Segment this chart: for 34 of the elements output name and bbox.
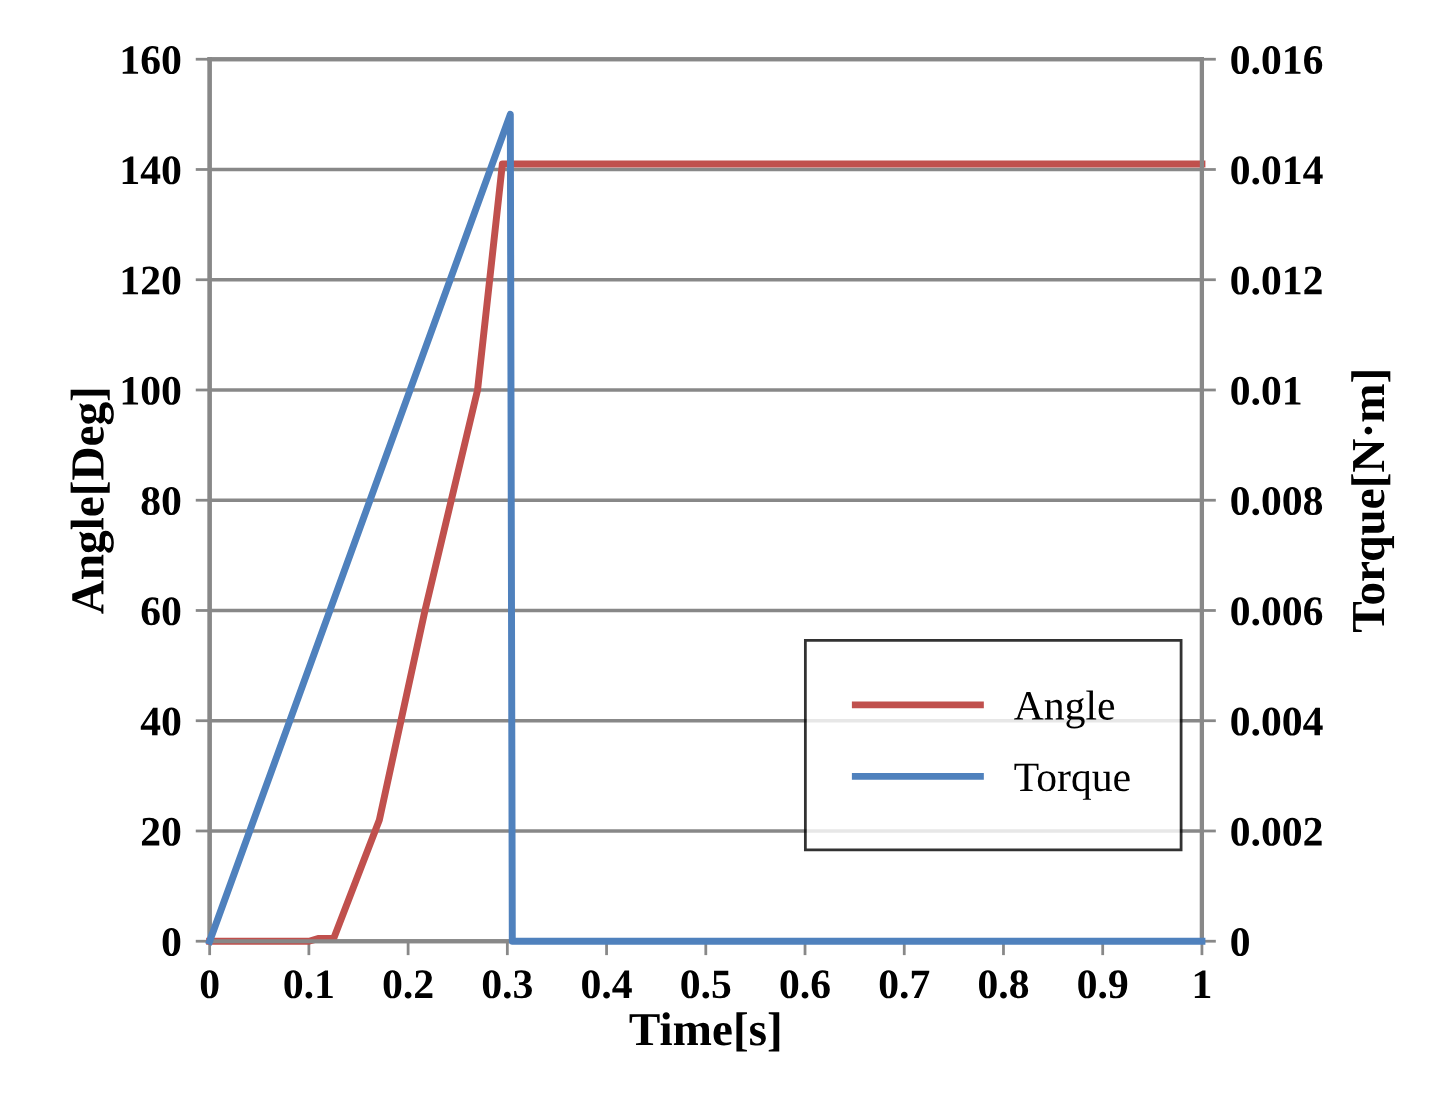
x-tick-label: 1 [1194, 970, 1211, 998]
y-tick-label: 0 [162, 927, 181, 957]
y-axis-title: Angle[Deg] [70, 389, 114, 614]
x-tick-label: 0.8 [979, 970, 1029, 999]
y-tick-label: 20 [141, 817, 181, 846]
x-tick-label: 0.7 [879, 970, 930, 999]
y-tick-label: 60 [141, 597, 181, 626]
x-tick-label: 0.1 [284, 970, 333, 999]
x-tick-label: 0.5 [681, 970, 731, 999]
y-tick-label: 40 [140, 707, 181, 736]
x-tick-label: 0.9 [1078, 970, 1128, 999]
x-tick-label: 0 [200, 970, 219, 999]
y2-tick-label: 0.006 [1231, 597, 1323, 626]
y2-tick-label: 0.008 [1231, 486, 1323, 516]
y-tick-label: 120 [122, 266, 181, 295]
y-tick-label: 100 [122, 376, 181, 405]
x-tick-label: 0.4 [582, 970, 632, 999]
y2-tick-label: 0.012 [1231, 266, 1322, 295]
y2-tick-label: 0 [1231, 927, 1249, 957]
y-tick-label: 140 [122, 156, 181, 185]
legend-label: Torque [1014, 763, 1130, 800]
x-tick-label: 0.3 [482, 970, 532, 999]
y2-tick-label: 0.014 [1231, 156, 1323, 185]
y2-tick-label: 0.016 [1231, 45, 1323, 75]
x-tick-label: 0.2 [383, 970, 433, 999]
y-tick-label: 80 [141, 486, 181, 516]
y-tick-label: 160 [122, 45, 181, 75]
y2-axis-title: Torque[N·m] [1351, 371, 1395, 633]
legend-label: Angle [1014, 690, 1115, 729]
x-axis-title: Time[s] [629, 1012, 780, 1052]
y2-tick-label: 0.002 [1231, 817, 1322, 847]
x-tick-label: 0.6 [780, 970, 830, 999]
y2-tick-label: 0.01 [1231, 376, 1301, 406]
y2-tick-label: 0.004 [1231, 707, 1323, 736]
